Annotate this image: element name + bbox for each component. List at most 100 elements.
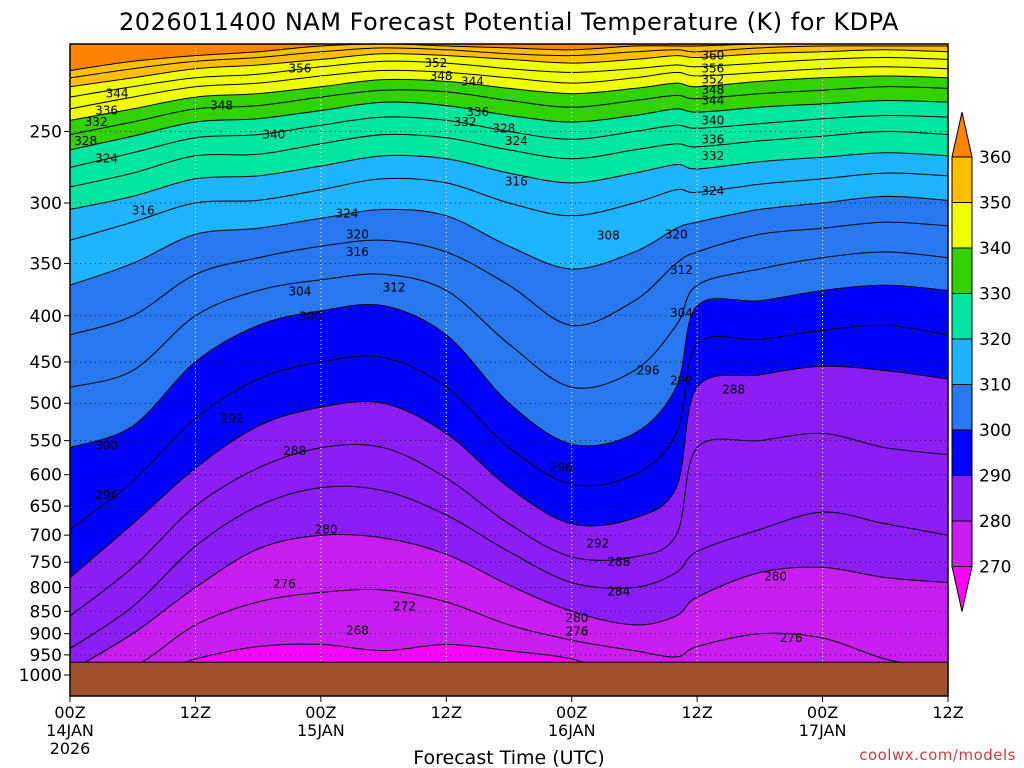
x-tick-label: 00Z [556,703,587,722]
x-tick-year: 2026 [50,739,91,758]
contour-label: 324 [701,184,724,198]
contour-label: 352 [701,73,724,87]
y-tick-label: 800 [30,579,62,599]
isentrope-324 [70,130,948,188]
colorbar-label: 330 [979,285,1011,305]
contour-label: 356 [701,62,724,76]
y-tick-label: 600 [30,466,62,486]
terrain-fill [70,662,948,696]
x-tick-date: 15JAN [297,721,345,740]
contour-label: 292 [670,374,693,388]
y-tick-label: 550 [30,432,62,452]
isentrope-348 [70,56,948,98]
credit-text: coolwx.com/models [859,746,1016,764]
contour-label: 276 [780,631,803,645]
colorbar-segment [951,247,973,294]
isentrope-288 [70,432,948,617]
x-tick-date: 17JAN [799,721,847,740]
contour-label: 276 [565,625,588,639]
contour-label: 340 [701,113,724,127]
terrain-layer [70,661,948,696]
contour-label: 360 [701,49,724,63]
colorbar-label: 310 [979,376,1011,396]
contour-label: 312 [670,263,693,277]
isentrope-276 [70,588,948,680]
x-axis-title: Forecast Time (UTC) [413,747,604,768]
contour-label: 316 [132,204,155,218]
colorbar-label: 290 [979,467,1011,487]
isentrope-292 [70,365,948,578]
contour-label: 356 [288,62,311,76]
y-tick-label: 650 [30,497,62,517]
contour-label: 328 [492,121,515,135]
contour-label: 344 [106,87,129,101]
grid-lines [70,44,948,696]
isentrope-356 [70,45,948,79]
colorbar-segment [951,156,973,203]
contour-label: 348 [701,83,724,97]
contour-label: 280 [315,523,338,537]
contour-label: 296 [637,364,660,378]
isentrope-340 [70,75,948,121]
contour-label: 300 [299,310,322,324]
contour-label: 340 [262,128,285,142]
x-tick-label: 00Z [54,703,85,722]
x-tick-label: 00Z [807,703,838,722]
colorbar-segment [951,293,973,340]
y-tick-label: 1000 [19,666,62,686]
x-tick-label: 12Z [431,703,462,722]
isentrope-lines [70,44,948,681]
isentrope-320 [70,152,948,210]
y-axis: 250 300 350 400 450 500 550 600 650 700 750 800 850 9… [19,122,70,686]
isentrope-332 [70,99,948,151]
contour-label: 336 [95,104,118,118]
isentrope-360 [70,44,948,71]
contour-label: 300 [95,439,118,453]
y-tick-label: 500 [30,394,62,414]
isentrope-284 [70,485,948,650]
contour-label: 336 [701,132,724,146]
x-tick-label: 12Z [681,703,712,722]
contour-label: 324 [336,206,359,220]
colorbar-label: 340 [979,239,1011,259]
isentrope-344 [70,66,948,110]
y-tick-label: 250 [30,122,62,142]
contour-label: 288 [283,444,306,458]
contour-label: 272 [393,600,416,614]
contour-label: 276 [273,577,296,591]
contour-label: 324 [95,152,118,166]
contour-label: 332 [701,149,724,163]
contour-label: 304 [288,284,311,298]
contour-label: 332 [454,115,477,129]
contour-label: 316 [505,174,528,188]
theta-band-360 [70,44,948,71]
plot-frame [69,43,949,697]
contour-label: 320 [665,227,688,241]
theta-band-356 [70,44,948,78]
y-tick-label: 350 [30,254,62,274]
y-tick-label: 900 [30,625,62,645]
colorbar: 360 350 340 330 320 310 300 290 280 270 [951,111,1011,612]
colorbar-label: 320 [979,330,1011,350]
contour-label: 320 [346,227,369,241]
contour-label: 284 [607,584,630,598]
contour-label: 332 [85,115,108,129]
contour-label: 296 [95,488,118,502]
colorbar-segment [951,520,973,567]
contour-label: 316 [346,245,369,259]
contour-label: 292 [586,536,609,550]
isentrope-300 [70,284,948,449]
colorbar-under-triangle [951,566,973,612]
x-tick-label: 12Z [180,703,211,722]
contour-label: 304 [670,306,693,320]
isentrope-328 [70,114,948,168]
contour-label: 324 [505,134,528,148]
colorbar-segment [951,429,973,476]
x-tick-date: 14JAN [46,721,94,740]
isentrope-304 [70,251,948,389]
colorbar-segment [951,202,973,249]
